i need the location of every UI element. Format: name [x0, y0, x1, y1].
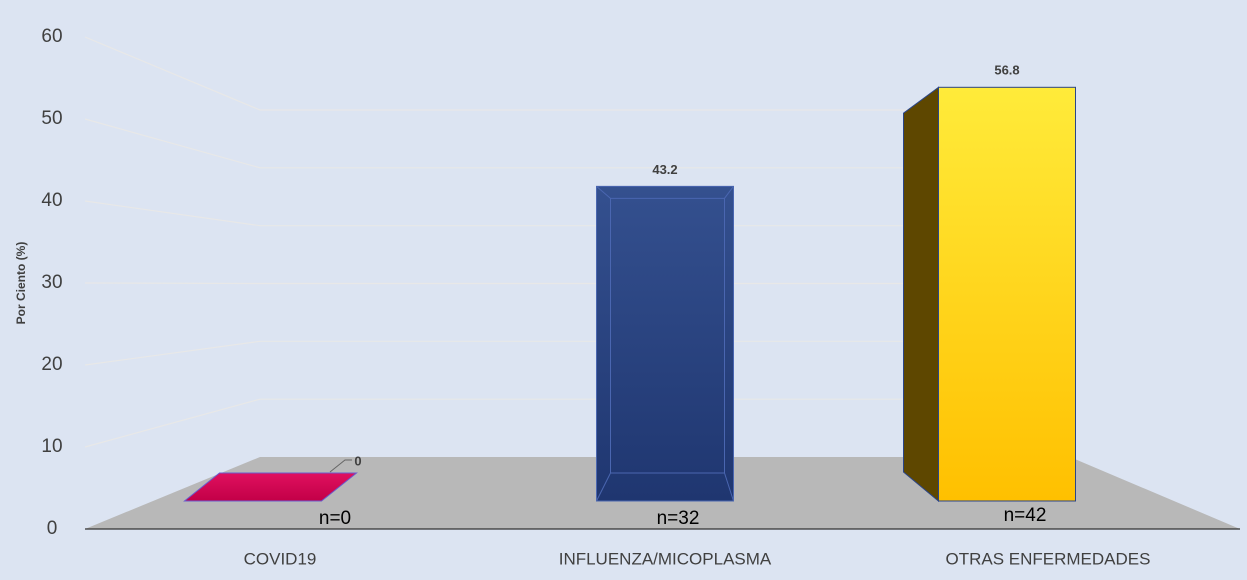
- x-tick-label: INFLUENZA/MICOPLASMA: [559, 549, 772, 568]
- bar-edge: [596, 472, 734, 502]
- y-tick-label: 50: [41, 108, 62, 129]
- grid-line: [84, 282, 1070, 285]
- bar: [183, 472, 358, 502]
- annotation: n=0: [319, 508, 351, 529]
- grid-line: [84, 36, 1070, 111]
- value-label: 56.8: [994, 63, 1019, 78]
- bar-edge: [596, 185, 734, 199]
- annotation: n=42: [1004, 505, 1047, 526]
- y-tick-label: 20: [41, 354, 62, 375]
- bar: [596, 185, 734, 502]
- leader-line: [329, 459, 352, 473]
- y-tick-label: 0: [47, 518, 58, 539]
- value-label: 0: [354, 453, 361, 468]
- y-tick-label: 40: [41, 190, 62, 211]
- x-tick-label: COVID19: [244, 549, 317, 568]
- x-tick-label: OTRAS ENFERMEDADES: [946, 549, 1151, 568]
- grid-line: [84, 398, 1070, 448]
- grid-line: [84, 118, 1070, 169]
- bar: [938, 86, 1076, 502]
- y-axis-label: Por Ciento (%): [14, 242, 28, 325]
- grid-line: [84, 200, 1070, 227]
- bar-side: [903, 86, 939, 503]
- annotation: n=32: [657, 508, 700, 529]
- grid-line: [84, 340, 1070, 366]
- y-tick-label: 10: [41, 436, 62, 457]
- y-tick-label: 30: [41, 272, 62, 293]
- value-label: 43.2: [652, 162, 677, 177]
- y-tick-label: 60: [41, 26, 62, 47]
